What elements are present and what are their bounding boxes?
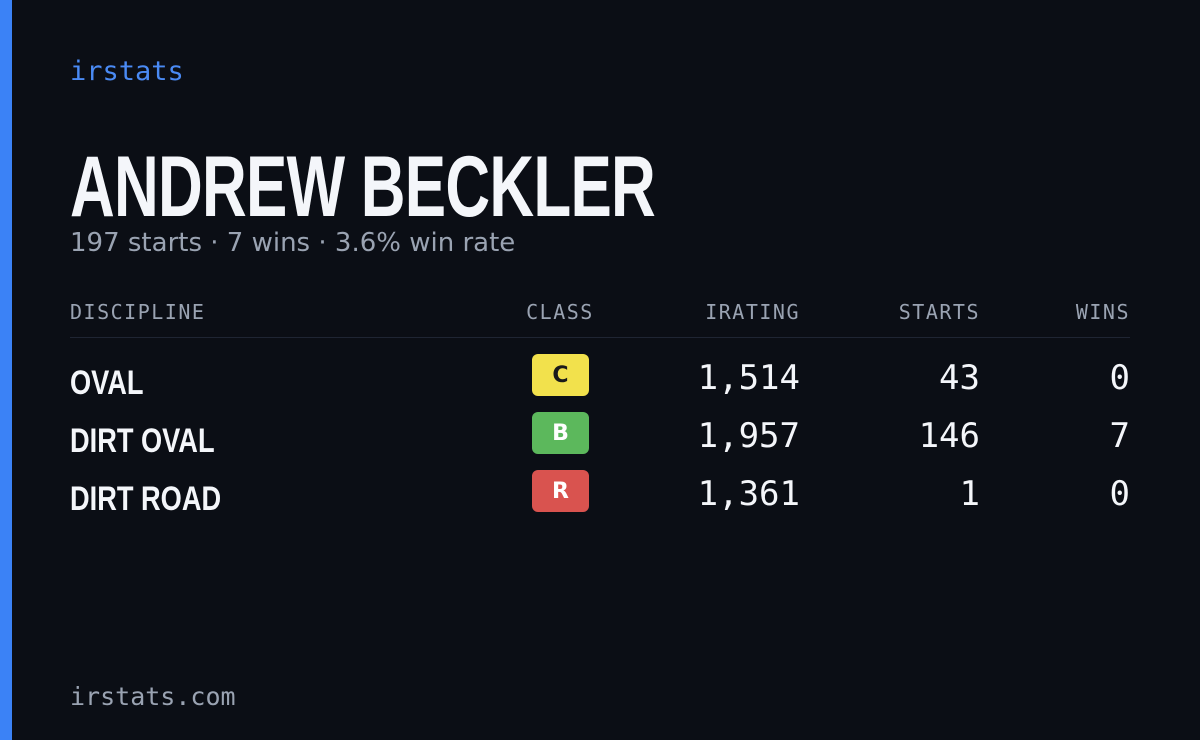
driver-name: ANDREW BECKLER [70, 139, 656, 235]
wins: 0 [1109, 474, 1130, 514]
irating: 1,514 [697, 358, 800, 398]
class-badge: C [532, 354, 589, 396]
column-header: STARTS [898, 300, 980, 324]
starts: 146 [918, 416, 980, 456]
class-badge: R [532, 470, 589, 512]
column-header: IRATING [705, 300, 800, 324]
driver-summary: 197 starts · 7 wins · 3.6% win rate [70, 228, 516, 258]
column-header: DISCIPLINE [70, 300, 206, 324]
irating: 1,957 [697, 416, 800, 456]
wins: 0 [1109, 358, 1130, 398]
class-badge: B [532, 412, 589, 454]
column-header: CLASS [526, 300, 594, 324]
wins: 7 [1109, 416, 1130, 456]
brand: irstats [70, 56, 184, 87]
accent-bar [0, 0, 12, 740]
column-header: WINS [1075, 300, 1130, 324]
discipline: DIRT ROAD [70, 480, 222, 518]
discipline: DIRT OVAL [70, 422, 215, 460]
footer: irstats.com [70, 682, 236, 711]
irating: 1,361 [697, 474, 800, 514]
starts: 43 [939, 358, 980, 398]
starts: 1 [959, 474, 980, 514]
discipline: OVAL [70, 364, 144, 402]
header-rule [70, 337, 1130, 338]
